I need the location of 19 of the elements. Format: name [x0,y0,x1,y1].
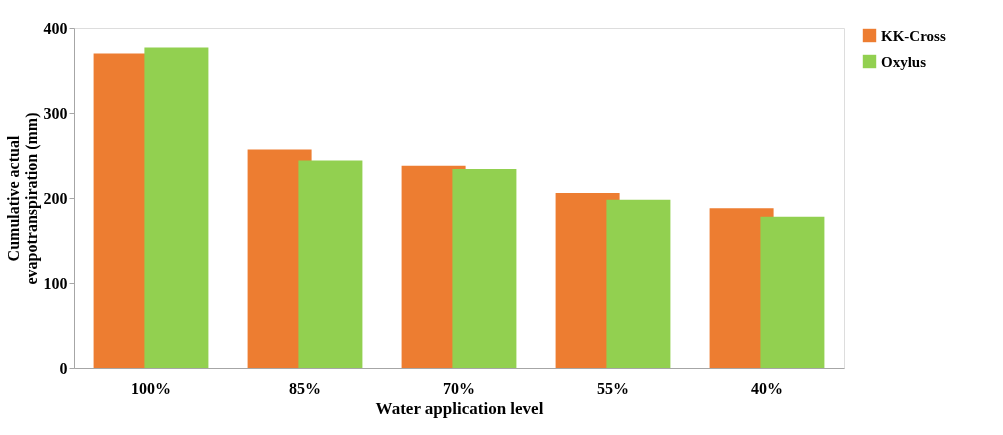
y-tick-label: 100 [43,274,68,292]
legend-label: KK-Cross [881,27,946,44]
x-tick-label: 40% [751,379,783,397]
y-axis-title: Cumulative actual evapotranspiration (mm) [4,112,41,285]
bar [606,199,671,368]
x-tick-label: 70% [443,379,475,397]
x-tick-label: 100% [131,379,171,397]
x-tick-label: 55% [597,379,629,397]
bar [144,47,209,368]
legend-label: Oxylus [881,53,927,70]
x-tick-label: 85% [289,379,321,397]
bar [452,169,517,368]
bar [760,216,825,368]
y-tick-label: 0 [59,359,68,377]
bar [298,160,363,368]
y-tick-label: 300 [43,104,68,122]
x-axis-title: Water application level [375,398,544,418]
y-tick-label: 400 [43,19,68,37]
y-tick-label: 200 [43,189,68,207]
